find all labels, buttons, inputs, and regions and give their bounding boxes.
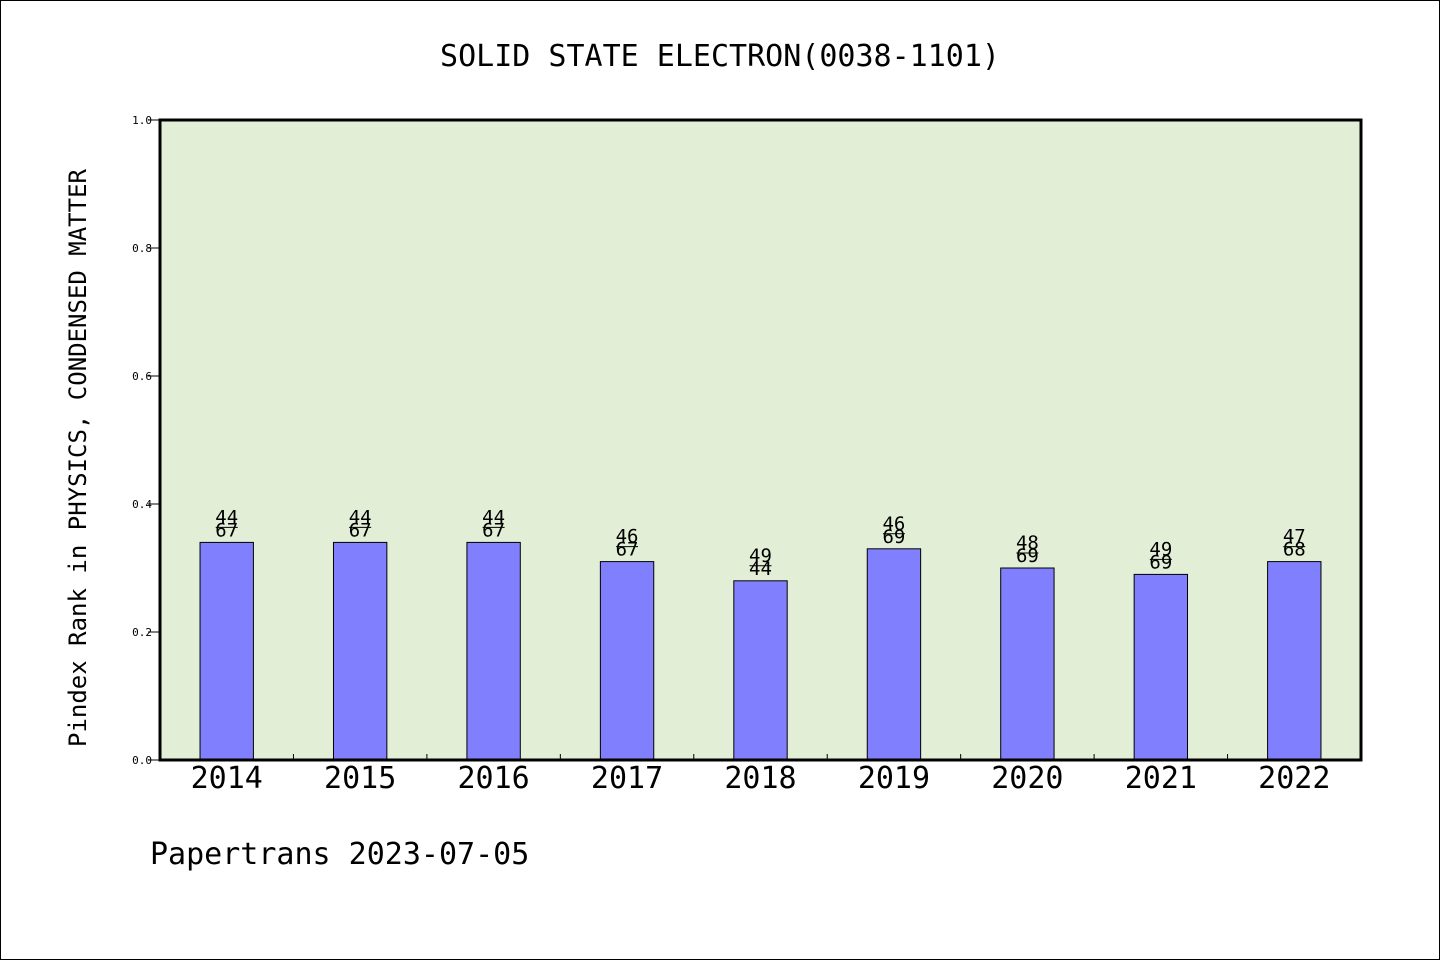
bar-total-label: 69: [1149, 551, 1172, 573]
bar-rank-label: 48: [1016, 532, 1039, 554]
bar-2014: [199, 541, 254, 761]
bar-total-label: 67: [616, 539, 639, 561]
x-tick-label: 2021: [1125, 761, 1197, 796]
bar-2017: [599, 561, 655, 761]
bar-rank-label: 44: [349, 506, 372, 528]
chart-title: SOLID STATE ELECTRON(0038-1101): [440, 39, 1000, 74]
footer-credit: Papertrans 2023-07-05: [150, 837, 529, 872]
y-tick-label: 0.4: [132, 498, 152, 511]
bar-total-label: 69: [1016, 545, 1039, 567]
bar-rank-label: 46: [882, 513, 905, 535]
bar-total-label: 67: [482, 519, 505, 541]
bar-rank-label: 49: [749, 545, 772, 567]
bar-rank-label: 46: [616, 526, 639, 548]
x-tick-label: 2018: [724, 761, 796, 796]
bar-rank-label: 44: [482, 506, 505, 528]
bar-2021: [1133, 573, 1189, 761]
x-tick-label: 2020: [991, 761, 1063, 796]
x-tick-label: 2016: [457, 761, 529, 796]
y-tick-label: 0.8: [132, 242, 152, 255]
y-axis-label: Pindex Rank in PHYSICS, CONDENSED MATTER: [64, 168, 92, 747]
bar-rank-label: 44: [215, 506, 238, 528]
x-tick-label: 2019: [858, 761, 930, 796]
y-tick-label: 0.0: [132, 754, 152, 767]
bar-2019: [866, 548, 922, 761]
y-tick-label: 0.6: [132, 370, 152, 383]
bar-total-label: 67: [215, 519, 238, 541]
plot-border: [158, 118, 1363, 762]
x-tick-label: 2014: [191, 761, 263, 796]
bar-total-label: 68: [1283, 539, 1306, 561]
y-tick-label: 0.2: [132, 626, 152, 639]
bar-total-label: 44: [749, 558, 772, 580]
bar-total-label: 69: [882, 526, 905, 548]
bar-rank-label: 47: [1283, 526, 1306, 548]
x-tick-label: 2017: [591, 761, 663, 796]
bar-2020: [1000, 567, 1055, 761]
y-tick-label: 1.0: [132, 114, 152, 127]
ticks-group: 0.0 0.2 0.4 0.6 0.8 1.0 2014 2015 2016 2017 2018 20…: [132, 114, 1330, 796]
bar-rank-label: 49: [1149, 538, 1172, 560]
bar-2016: [466, 541, 521, 761]
bar-2015: [332, 541, 388, 761]
bar-2022: [1267, 561, 1322, 761]
bar-total-label: 67: [349, 519, 372, 541]
x-tick-label: 2015: [324, 761, 396, 796]
x-tick-label: 2022: [1258, 761, 1330, 796]
bar-2018: [733, 580, 788, 761]
